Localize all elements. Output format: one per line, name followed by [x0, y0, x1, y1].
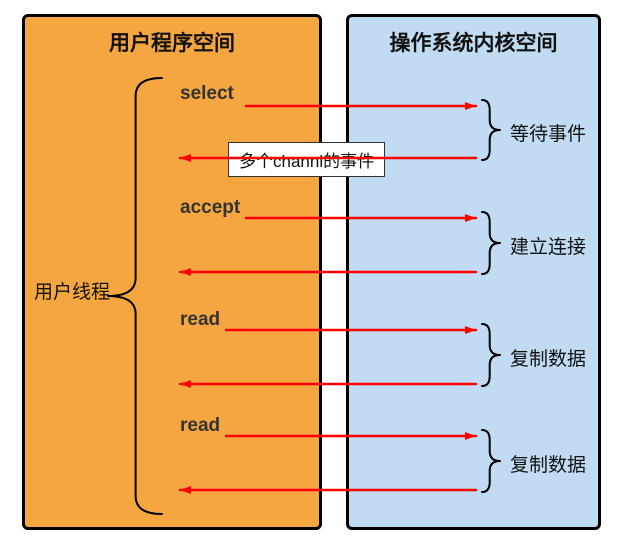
channel-events-box: 多个channl的事件 — [228, 142, 385, 177]
kernel-label-wait-event: 等待事件 — [510, 119, 586, 146]
kernel-space-title: 操作系统内核空间 — [349, 27, 598, 57]
kernel-label-copy-data-1: 复制数据 — [510, 344, 586, 371]
call-read-label-1: read — [180, 309, 220, 331]
diagram-container: 用户程序空间 操作系统内核空间 用户线程 select accept read … — [10, 10, 613, 534]
kernel-label-copy-data-2: 复制数据 — [510, 450, 586, 477]
kernel-label-establish-connection: 建立连接 — [510, 232, 586, 259]
call-select-label: select — [180, 83, 234, 105]
user-thread-label: 用户线程 — [34, 277, 110, 304]
user-space-title: 用户程序空间 — [25, 27, 319, 57]
user-space-box: 用户程序空间 — [22, 14, 322, 530]
call-accept-label: accept — [180, 197, 240, 219]
call-read-label-2: read — [180, 415, 220, 437]
